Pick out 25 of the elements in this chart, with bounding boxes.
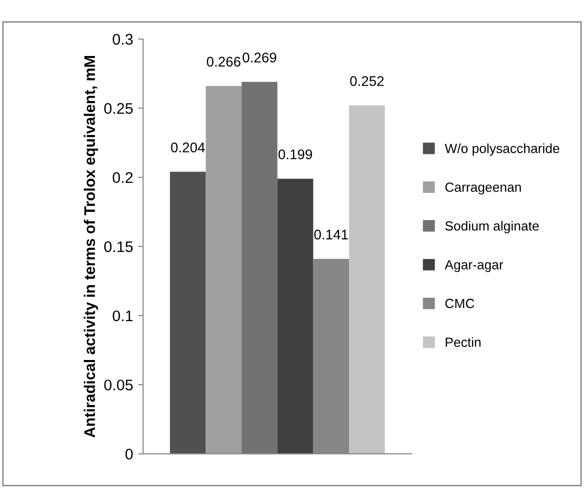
data-label: 0.141	[314, 230, 348, 240]
y-tick-label: 0.3	[112, 34, 133, 45]
legend-label: CMC	[445, 298, 474, 308]
data-label: 0.204	[171, 142, 205, 152]
bar	[206, 86, 242, 454]
data-label: 0.266	[206, 56, 240, 67]
y-tick-label: 0	[125, 448, 133, 460]
y-tick-label: 0.15	[104, 241, 133, 252]
y-axis-title: Antiradical activity in terms of Trolox equivalent, mM	[84, 56, 98, 438]
bar	[170, 172, 206, 454]
y-tick-label: 0.25	[104, 103, 133, 114]
legend-label: W/o polysaccharide	[444, 143, 560, 156]
bar	[277, 178, 314, 454]
bar	[242, 82, 278, 454]
legend-label: Pectin	[446, 337, 481, 347]
legend-label: Carrageenan	[445, 182, 521, 194]
y-tick-label: 0.2	[112, 172, 133, 183]
legend-label: Agar-agar	[444, 260, 504, 272]
bar	[349, 105, 385, 454]
data-label: 0.199	[278, 149, 312, 160]
data-label: 0.252	[350, 76, 384, 86]
y-tick-label: 0.1	[112, 310, 133, 322]
y-tick-label: 0.05	[104, 380, 133, 390]
data-label: 0.269	[242, 52, 276, 62]
legend-label: Sodium alginate	[445, 220, 539, 234]
